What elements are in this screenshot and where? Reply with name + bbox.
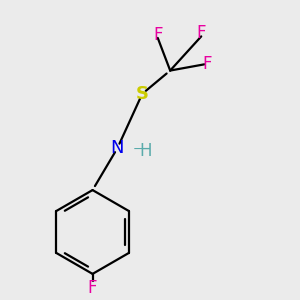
Text: H: H	[139, 142, 152, 160]
Text: F: F	[153, 26, 163, 44]
Text: N: N	[111, 139, 124, 157]
Text: S: S	[136, 85, 149, 103]
Text: F: F	[203, 55, 212, 73]
Text: F: F	[88, 279, 97, 297]
Text: F: F	[196, 24, 206, 42]
Text: −: −	[132, 143, 143, 156]
